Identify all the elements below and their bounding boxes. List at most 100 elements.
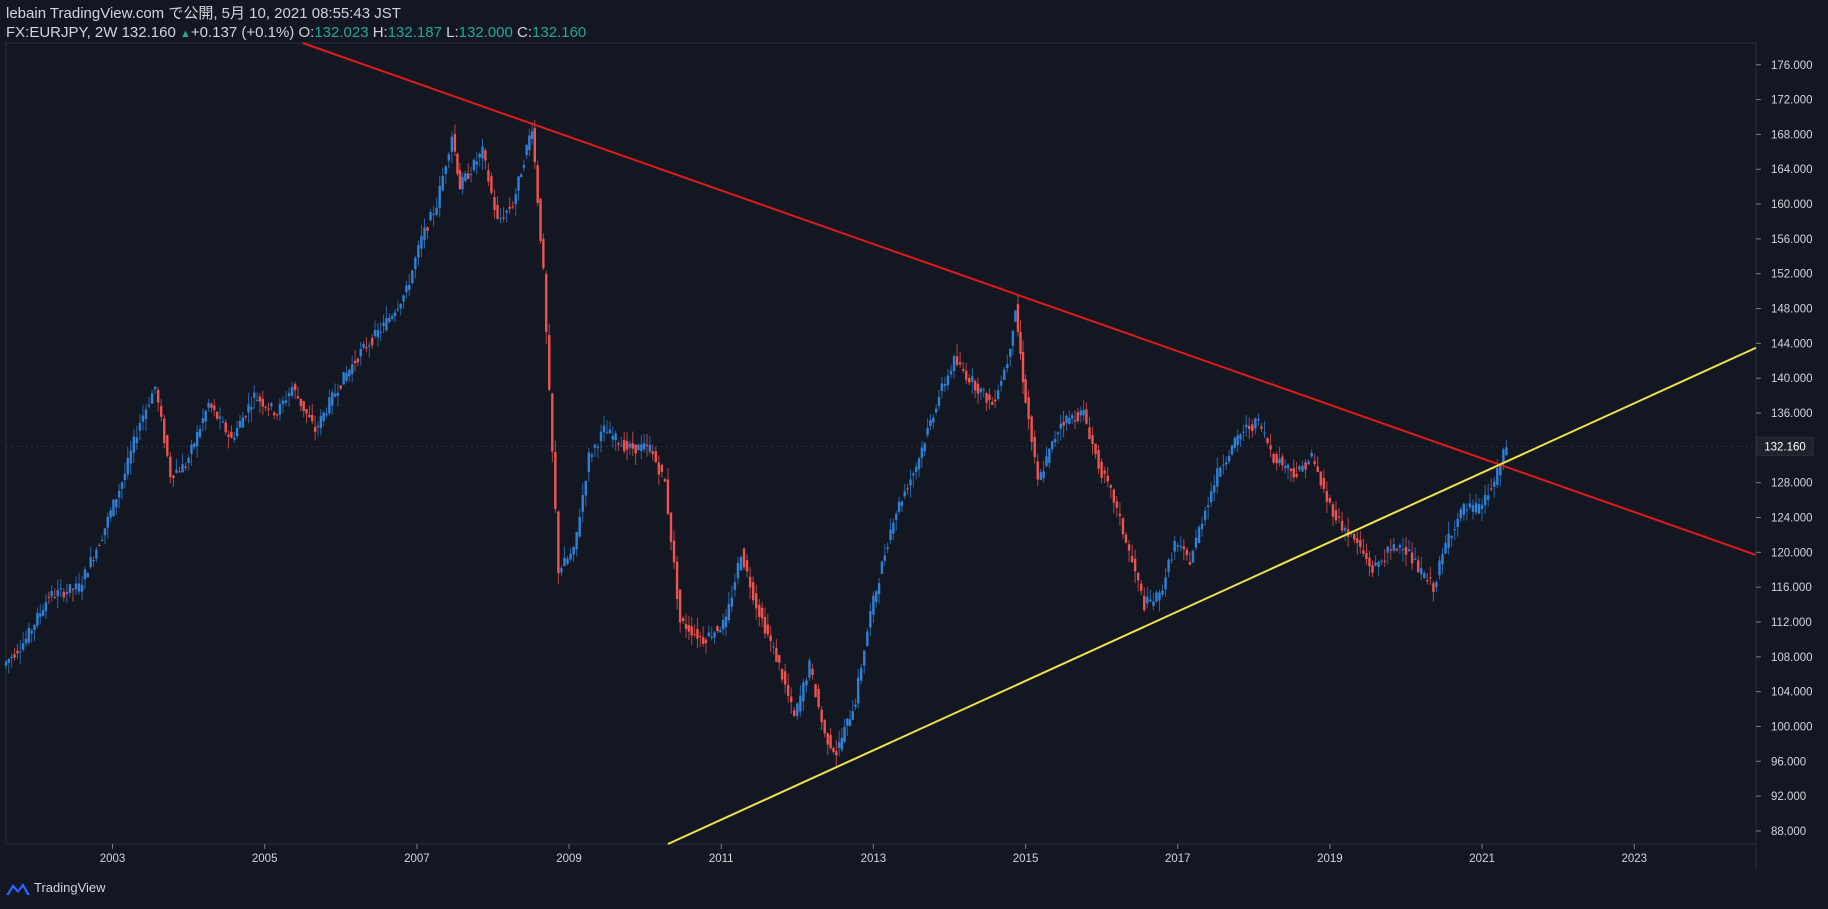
up-candle (181, 464, 184, 473)
down-candle (496, 204, 499, 219)
up-candle (1197, 527, 1201, 543)
down-candle (1295, 474, 1298, 477)
x-tick-label: 2015 (1013, 853, 1039, 865)
down-candle (1073, 420, 1077, 422)
up-candle (572, 546, 575, 555)
down-candle (654, 451, 657, 463)
up-candle (900, 501, 904, 507)
down-candle (1331, 504, 1335, 517)
down-candle (755, 593, 758, 609)
up-candle (469, 173, 473, 175)
up-candle (7, 658, 11, 663)
up-candle (4, 661, 8, 666)
down-candle (748, 576, 752, 588)
down-candle (163, 418, 166, 444)
up-candle (19, 651, 22, 653)
up-candle (1158, 592, 1161, 601)
y-tick-label: 144.000 (1771, 338, 1813, 350)
down-candle (693, 634, 696, 636)
down-candle (1395, 548, 1399, 551)
down-candle (1094, 443, 1097, 455)
up-candle (920, 447, 924, 458)
y-tick-label: 176.000 (1771, 60, 1813, 72)
down-candle (273, 412, 276, 416)
up-candle (135, 437, 139, 444)
up-candle (587, 452, 591, 473)
up-candle (450, 136, 454, 152)
up-candle (408, 284, 411, 290)
up-candle (1301, 465, 1304, 472)
up-candle (1003, 369, 1006, 381)
close-label: C: (517, 24, 533, 41)
up-candle (851, 711, 854, 720)
x-tick-label: 2021 (1469, 853, 1495, 865)
up-candle (281, 400, 285, 405)
up-candle (350, 364, 354, 375)
down-candle (716, 626, 719, 632)
up-candle (1386, 546, 1389, 553)
down-candle (1097, 450, 1100, 469)
up-candle (1059, 423, 1062, 429)
up-candle (837, 742, 841, 748)
up-candle (614, 433, 617, 440)
up-candle (429, 212, 432, 221)
down-candle (760, 607, 764, 619)
down-candle (308, 414, 311, 418)
up-candle (399, 303, 402, 309)
up-candle (235, 427, 239, 437)
down-candle (166, 435, 169, 456)
brand-text: TradingView (34, 880, 106, 895)
up-candle (1210, 491, 1213, 502)
high-label: H: (372, 24, 388, 41)
down-candle (1292, 468, 1295, 478)
up-candle (880, 561, 884, 574)
up-candle (1480, 504, 1484, 509)
up-candle (89, 557, 92, 568)
up-candle (112, 499, 115, 517)
symbol-legend: FX:EURJPY, 2W 132.160 ▲+0.137 (+0.1%) O:… (6, 23, 586, 44)
up-candle (520, 174, 523, 178)
up-candle (444, 166, 447, 174)
up-candle (1278, 458, 1281, 464)
up-candle (843, 726, 846, 742)
up-candle (325, 413, 328, 416)
up-candle (438, 185, 441, 208)
down-candle (227, 434, 230, 437)
down-candle (539, 198, 542, 242)
up-candle (637, 444, 640, 451)
up-candle (1468, 503, 1472, 508)
up-candle (799, 695, 802, 712)
up-candle (897, 501, 901, 512)
up-candle (129, 450, 132, 464)
up-candle (368, 345, 371, 347)
up-candle (1068, 418, 1071, 425)
up-candle (772, 646, 775, 648)
up-candle (1493, 481, 1496, 487)
up-candle (563, 557, 566, 567)
up-candle (1065, 415, 1068, 424)
up-candle (1219, 467, 1222, 477)
up-candle (373, 329, 377, 336)
up-candle (1423, 573, 1426, 578)
down-candle (1027, 397, 1030, 420)
up-candle (359, 348, 362, 357)
up-candle (1254, 418, 1257, 429)
y-tick-label: 128.000 (1771, 478, 1813, 490)
down-candle (678, 589, 682, 623)
y-tick-label: 152.000 (1771, 269, 1813, 281)
chart-header: lebain TradingView.com で公開, 5月 10, 2021 … (6, 4, 586, 44)
down-candle (1130, 556, 1134, 563)
up-candle (393, 312, 397, 317)
up-candle (602, 425, 606, 433)
up-candle (937, 396, 941, 406)
down-candle (783, 671, 787, 685)
y-tick-label: 120.000 (1771, 547, 1813, 559)
up-candle (1082, 409, 1085, 416)
up-candle (584, 480, 587, 496)
down-candle (814, 684, 817, 698)
down-candle (293, 384, 297, 390)
down-candle (557, 511, 560, 574)
down-candle (453, 133, 457, 152)
up-candle (914, 466, 918, 472)
